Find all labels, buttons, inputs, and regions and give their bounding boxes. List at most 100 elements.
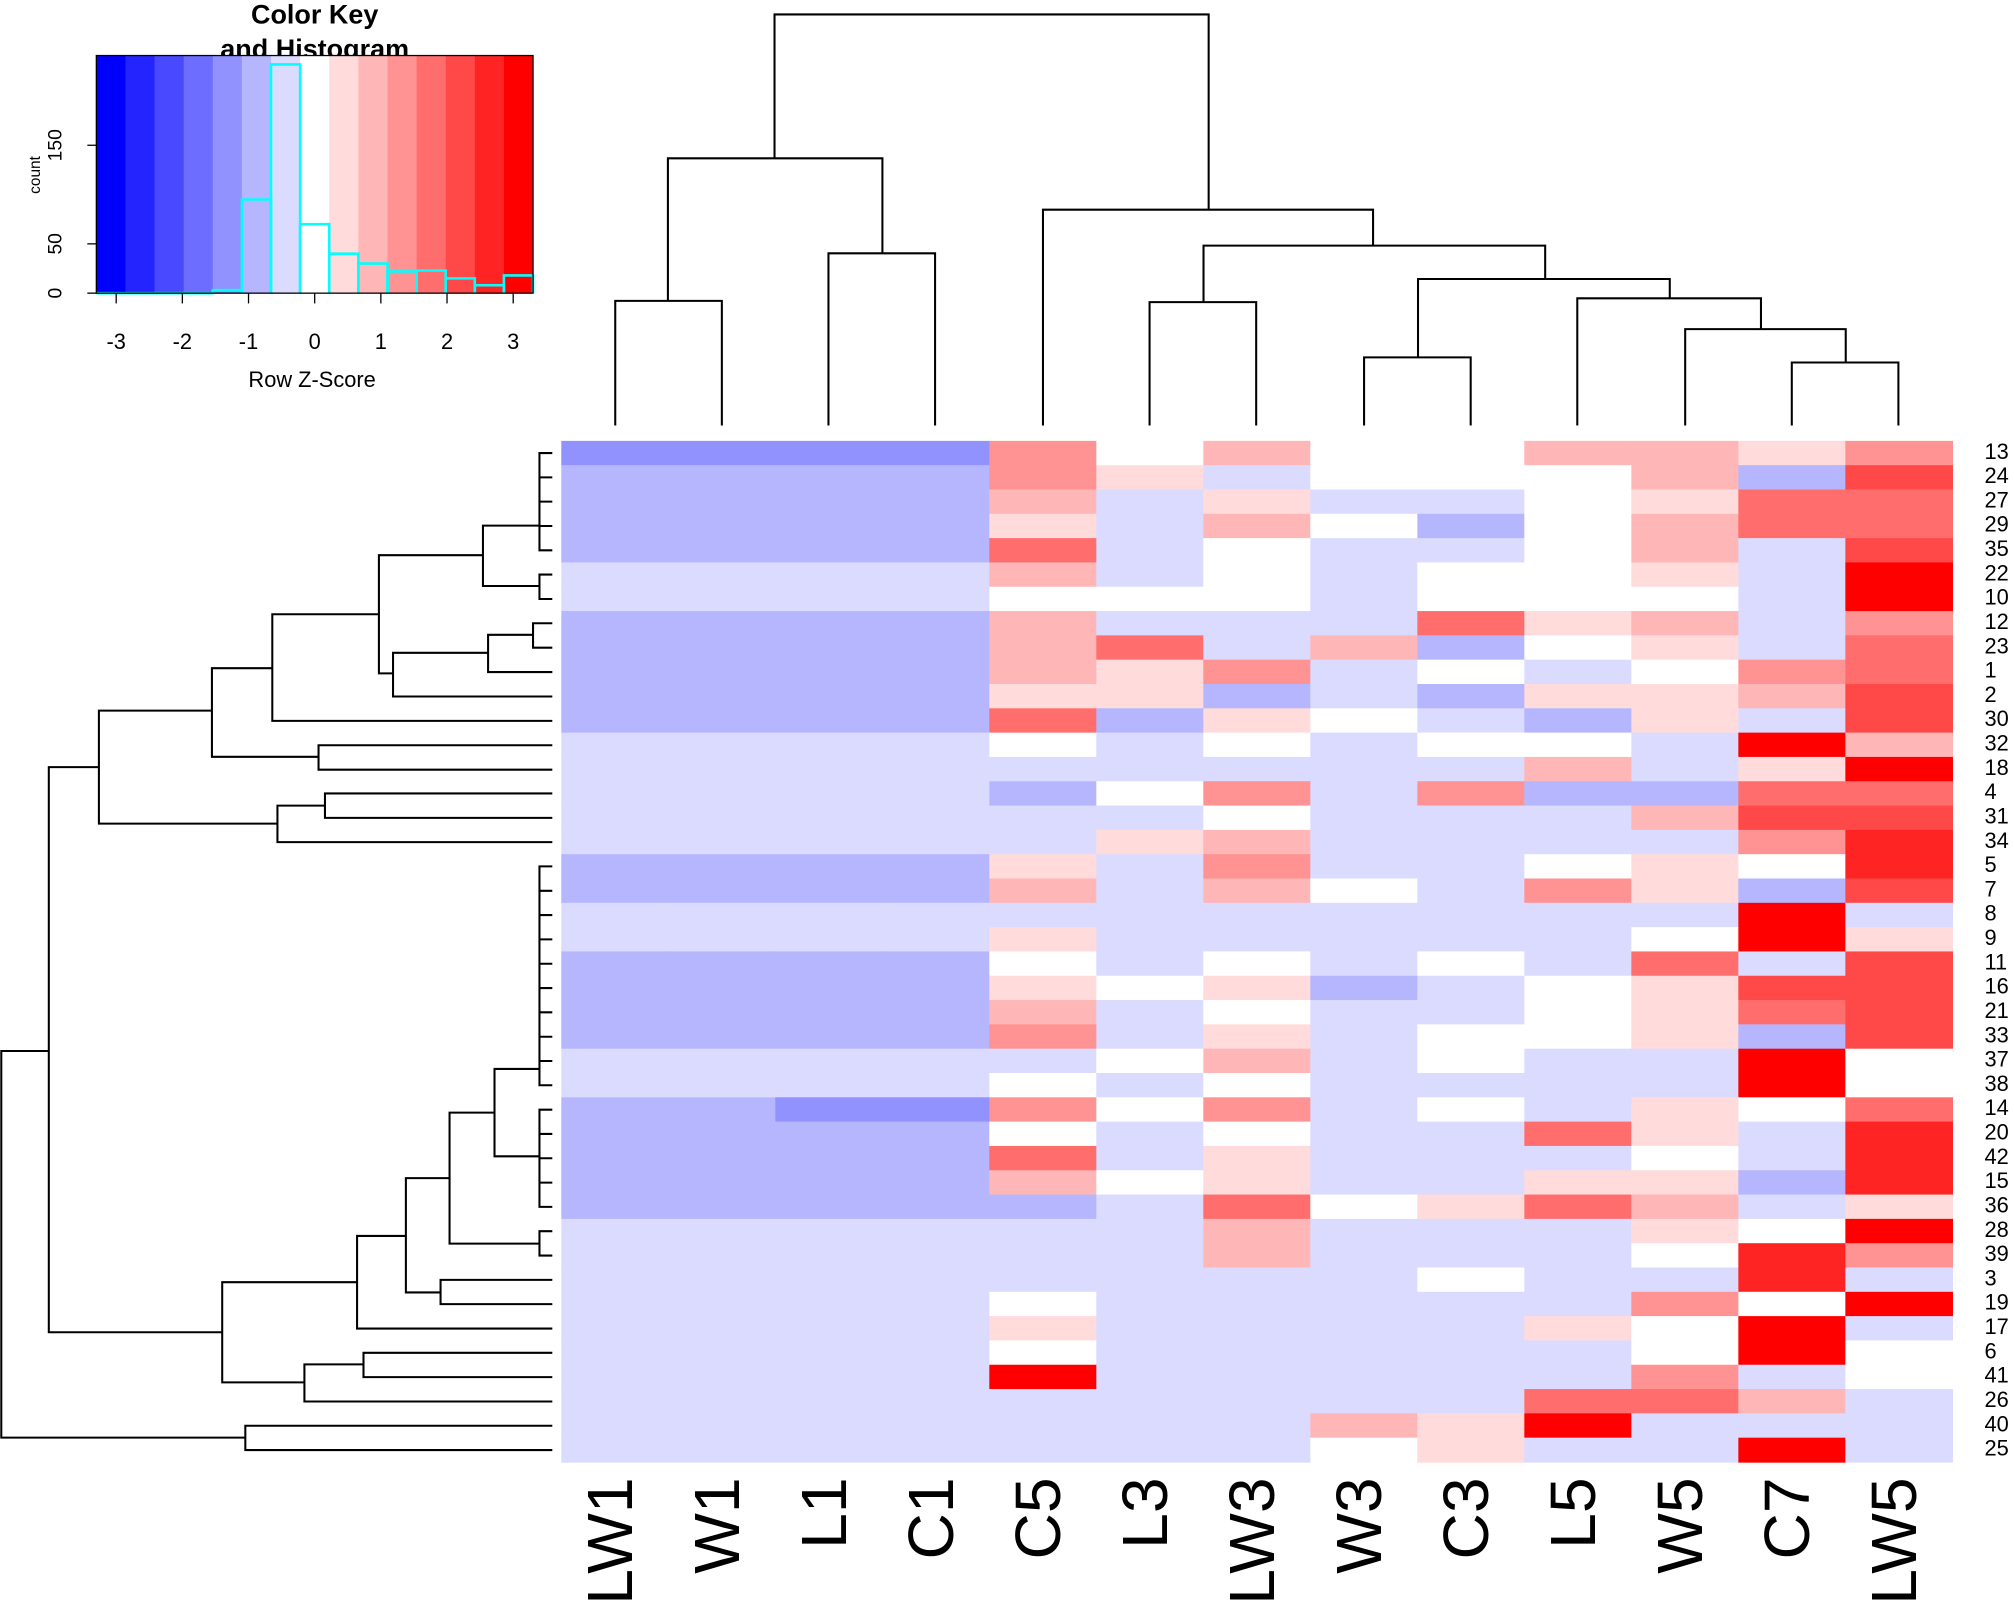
heatmap-cell xyxy=(1417,513,1525,539)
heatmap-cell xyxy=(1631,1291,1739,1317)
heatmap-cell xyxy=(1631,1437,1739,1463)
heatmap-cell xyxy=(1096,1243,1204,1269)
heatmap-cell xyxy=(1096,781,1204,807)
heatmap-cell xyxy=(775,1340,883,1366)
heatmap-cell xyxy=(1203,1145,1311,1171)
heatmap-cell xyxy=(1738,975,1846,1001)
key-color-band xyxy=(154,55,185,294)
heatmap-cell xyxy=(1845,805,1953,831)
heatmap-cell xyxy=(668,538,776,564)
heatmap-cell xyxy=(1738,927,1846,953)
heatmap-cell xyxy=(1524,440,1632,466)
heatmap-cell xyxy=(1524,902,1632,928)
heatmap-cell xyxy=(561,732,669,758)
heatmap-cell xyxy=(1203,562,1311,588)
heatmap-cell xyxy=(1417,975,1525,1001)
heatmap-cell xyxy=(1524,1364,1632,1390)
heatmap-cell xyxy=(1417,732,1525,758)
row-label: 41 xyxy=(1984,1363,2008,1388)
heatmap-cell xyxy=(1738,951,1846,977)
heatmap-cell xyxy=(561,1194,669,1220)
heatmap-cell xyxy=(1203,440,1311,466)
heatmap-cell xyxy=(1631,1316,1739,1342)
heatmap-cell xyxy=(1631,1000,1739,1026)
heatmap-cell xyxy=(775,1316,883,1342)
heatmap-cell xyxy=(1203,1000,1311,1026)
heatmap-cell xyxy=(561,1437,669,1463)
heatmap-cell xyxy=(1845,1340,1953,1366)
heatmap-cell xyxy=(1524,1145,1632,1171)
heatmap-cells xyxy=(561,440,1953,1463)
key-color-band xyxy=(445,55,476,294)
heatmap-cell xyxy=(1845,1291,1953,1317)
key-color-band xyxy=(125,55,155,294)
heatmap-cell xyxy=(1738,854,1846,880)
heatmap-cell xyxy=(1310,781,1418,807)
heatmap-cell xyxy=(668,683,776,709)
heatmap-cell xyxy=(775,586,883,612)
heatmap-cell xyxy=(1096,489,1204,515)
heatmap-cell xyxy=(1310,1048,1418,1074)
heatmap-cell xyxy=(989,1364,1097,1390)
heatmap-cell xyxy=(989,829,1097,855)
key-color-band xyxy=(503,55,534,294)
heatmap-cell xyxy=(775,951,883,977)
heatmap-cell xyxy=(561,878,669,904)
heatmap-cell xyxy=(1417,1000,1525,1026)
heatmap-cell xyxy=(1096,1024,1204,1050)
row-label: 28 xyxy=(1984,1217,2008,1242)
heatmap-cell xyxy=(668,854,776,880)
heatmap-cell xyxy=(1738,1218,1846,1244)
heatmap-cell xyxy=(989,951,1097,977)
heatmap-cell xyxy=(668,829,776,855)
heatmap-cell xyxy=(989,854,1097,880)
row-label: 9 xyxy=(1984,925,1996,950)
key-y-tick-label: 50 xyxy=(46,233,67,254)
heatmap-cell xyxy=(1738,513,1846,539)
heatmap-cell xyxy=(1524,829,1632,855)
heatmap-cell xyxy=(1845,440,1953,466)
heatmap-cell xyxy=(561,586,669,612)
heatmap-cell xyxy=(882,1170,990,1196)
heatmap-cell xyxy=(668,781,776,807)
heatmap-cell xyxy=(1845,1218,1953,1244)
heatmap-cell xyxy=(775,732,883,758)
heatmap-cell xyxy=(668,1291,776,1317)
heatmap-cell xyxy=(775,562,883,588)
heatmap-cell xyxy=(1738,781,1846,807)
heatmap-cell xyxy=(561,1170,669,1196)
heatmap-cell xyxy=(1310,1243,1418,1269)
heatmap-cell xyxy=(668,1000,776,1026)
heatmap-cell xyxy=(1738,440,1846,466)
key-color-band xyxy=(416,55,447,294)
heatmap-cell xyxy=(1096,1413,1204,1439)
heatmap-cell xyxy=(1310,440,1418,466)
heatmap-cell xyxy=(1310,513,1418,539)
heatmap-cell xyxy=(1203,1024,1311,1050)
row-label: 2 xyxy=(1984,682,1996,707)
heatmap-cell xyxy=(1203,465,1311,491)
heatmap-cell xyxy=(1417,1389,1525,1415)
color-key: Color Key and Histogram Row Z-Score coun… xyxy=(27,0,535,392)
heatmap-cell xyxy=(1417,1316,1525,1342)
heatmap-cell xyxy=(1738,683,1846,709)
heatmap-cell xyxy=(1845,465,1953,491)
heatmap-cell xyxy=(1738,1048,1846,1074)
row-label: 17 xyxy=(1984,1314,2008,1339)
heatmap-cell xyxy=(1310,611,1418,637)
heatmap-cell xyxy=(882,829,990,855)
heatmap-cell xyxy=(561,1291,669,1317)
heatmap-cell xyxy=(989,1072,1097,1098)
heatmap-cell xyxy=(561,1218,669,1244)
row-label: 12 xyxy=(1984,609,2008,634)
heatmap-cell xyxy=(989,732,1097,758)
heatmap-cell xyxy=(1096,1340,1204,1366)
heatmap-cell xyxy=(1203,1340,1311,1366)
heatmap-cell xyxy=(882,902,990,928)
heatmap-cell xyxy=(1417,1267,1525,1293)
heatmap-cell xyxy=(989,586,1097,612)
heatmap-cell xyxy=(882,611,990,637)
heatmap-cell xyxy=(1096,902,1204,928)
heatmap-cell xyxy=(1631,854,1739,880)
dendrogram-branches xyxy=(0,452,553,1452)
